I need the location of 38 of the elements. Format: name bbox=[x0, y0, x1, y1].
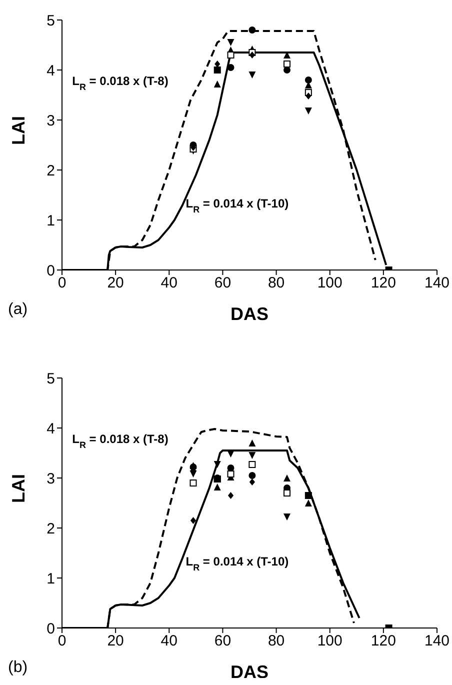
annotation: L$_{R}$ = 0.018 x (T-8) bbox=[72, 432, 168, 450]
x-tick-label: 40 bbox=[160, 632, 178, 650]
x-tick-label: 0 bbox=[58, 632, 66, 650]
y-tick-label: 5 bbox=[46, 12, 55, 30]
y-tick-label: 2 bbox=[46, 162, 55, 180]
y-tick-label: 5 bbox=[46, 370, 55, 388]
text: (a) bbox=[8, 301, 28, 318]
x-tick-label: 60 bbox=[214, 274, 232, 292]
x-tick-label: 60 bbox=[214, 632, 232, 650]
y-tick-label: 4 bbox=[46, 420, 55, 438]
x-tick-label: 100 bbox=[317, 274, 342, 292]
annotation: L$_{R}$ = 0.014 x (T-10) bbox=[186, 196, 289, 214]
x-axis-title: DAS bbox=[230, 304, 269, 324]
x-tick-label: 100 bbox=[317, 632, 342, 650]
annotation: L$_{R}$ = 0.014 x (T-10) bbox=[186, 554, 289, 572]
y-tick-label: 2 bbox=[46, 520, 55, 538]
y-tick-label: 0 bbox=[46, 620, 55, 638]
y-tick-label: 1 bbox=[46, 212, 55, 230]
x-tick-label: 20 bbox=[107, 632, 124, 650]
x-tick-label: 40 bbox=[160, 274, 178, 292]
y-tick-label: 4 bbox=[46, 62, 55, 80]
x-tick-label: 20 bbox=[107, 274, 124, 292]
x-tick-label: 140 bbox=[424, 274, 450, 292]
x-tick-label: 0 bbox=[58, 274, 66, 292]
y-axis-title: LAI bbox=[8, 474, 28, 503]
text: (b) bbox=[8, 659, 28, 676]
y-tick-label: 1 bbox=[46, 570, 55, 588]
y-axis-title: LAI bbox=[8, 116, 28, 145]
y-tick-label: 0 bbox=[46, 262, 55, 280]
x-tick-label: 80 bbox=[268, 274, 285, 292]
y-tick-label: 3 bbox=[46, 470, 55, 488]
x-axis-title: DAS bbox=[230, 662, 269, 682]
x-tick-label: 80 bbox=[268, 632, 285, 650]
x-tick-label: 120 bbox=[370, 632, 396, 650]
x-tick-label: 140 bbox=[424, 632, 450, 650]
x-tick-label: 120 bbox=[370, 274, 396, 292]
y-tick-label: 3 bbox=[46, 112, 55, 130]
annotation: L$_{R}$ = 0.018 x (T-8) bbox=[72, 74, 168, 92]
